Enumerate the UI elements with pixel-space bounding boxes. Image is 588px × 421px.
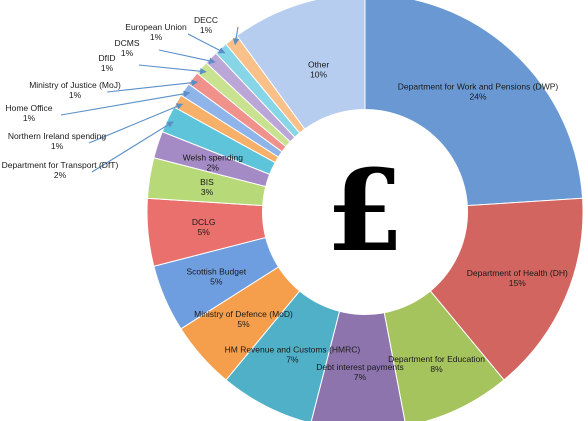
label-department-for-transport-dft: Department for Transport (DfT) 2% — [2, 160, 119, 180]
label-bis: BIS 3% — [200, 177, 214, 197]
label-northern-ireland-spending: Northern Ireland spending 1% — [8, 131, 107, 151]
label-welsh-spending: Welsh spending 2% — [183, 153, 244, 173]
callout-arrow-decc — [232, 26, 240, 46]
callout-arrow-dfid — [138, 64, 207, 75]
label-scottish-budget: Scottish Budget 5% — [187, 266, 247, 286]
label-european-union: European Union 1% — [125, 22, 187, 42]
label-home-office: Home Office 1% — [5, 103, 52, 123]
label-ministry-of-defence-mod: Ministry of Defence (MoD) 5% — [194, 309, 293, 329]
labels-group: Department for Work and Pensions (DWP) 24… — [2, 15, 568, 382]
label-department-for-work-and-pensions-dwp: Department for Work and Pensions (DWP) 24… — [398, 82, 559, 102]
slice-debt-interest-payments — [310, 211, 406, 421]
callout-arrow-northern-ireland-spending — [88, 103, 184, 144]
label-other: Other 10% — [308, 59, 329, 79]
callout-arrow-home-office — [60, 90, 191, 116]
callout-arrow-ministry-of-justice-moj — [106, 79, 199, 93]
label-department-for-education: Department for Education 8% — [388, 354, 485, 374]
label-decc: DECC 1% — [194, 15, 218, 35]
label-department-of-health-dh: Department of Health (DH) 15% — [467, 268, 568, 288]
callout-arrow-dcms — [158, 49, 216, 65]
label-ministry-of-justice-moj: Ministry of Justice (MoJ) 1% — [29, 80, 121, 100]
label-dclg: DCLG 5% — [192, 217, 216, 237]
label-dcms: DCMS 1% — [114, 38, 139, 58]
label-debt-interest-payments: Debt interest payments 7% — [316, 362, 403, 382]
pound-symbol: £ — [326, 146, 404, 277]
callout-arrow-department-for-transport-dft — [91, 121, 174, 173]
label-hm-revenue-and-customs-hmrc: HM Revenue and Customs (HMRC) 7% — [225, 345, 361, 365]
donut-hole — [262, 109, 468, 315]
label-dfid: DfID 1% — [99, 53, 116, 73]
callout-arrow-european-union — [187, 33, 226, 54]
